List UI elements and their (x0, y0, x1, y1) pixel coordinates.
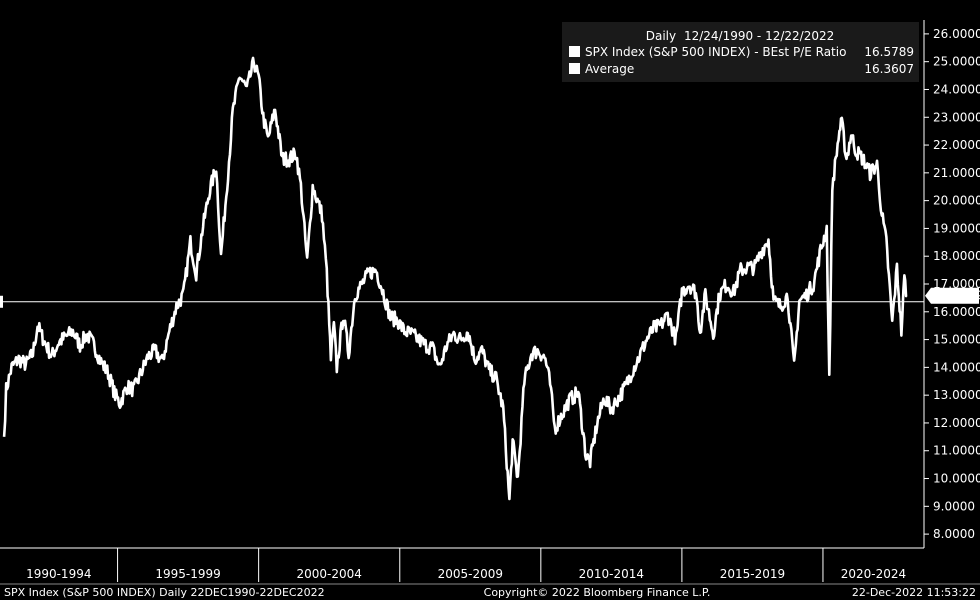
y-axis-ticks: 8.0000 9.0000 10.0000 11.0000 12.0000 13.0000… (924, 27, 980, 541)
legend-pe-value: 16.5789 (864, 45, 914, 59)
y-tick-label: 23.0000 (933, 110, 980, 124)
y-tick-label: 24.0000 (933, 82, 980, 96)
y-tick-label: 8.0000 (933, 527, 975, 541)
y-tick-label: 21.0000 (933, 166, 980, 180)
legend-average-name: Average (585, 62, 634, 76)
y-tick-label: 9.0000 (933, 499, 975, 513)
footer-copyright: Copyright© 2022 Bloomberg Finance L.P. (484, 586, 711, 599)
x-period-label: 2020-2024 (841, 567, 906, 581)
footer-left: SPX Index (S&P 500 INDEX) Daily 22DEC199… (4, 586, 325, 599)
y-tick-label: 22.0000 (933, 138, 980, 152)
y-tick-label: 19.0000 (933, 221, 980, 235)
y-tick-label: 25.0000 (933, 55, 980, 69)
legend-swatch-pe (569, 46, 580, 57)
legend-average-value: 16.3607 (864, 62, 914, 76)
y-tick-label: 12.0000 (933, 416, 980, 430)
last-value-marker-text: 16.5789 (933, 289, 980, 303)
y-tick-label: 20.0000 (933, 194, 980, 208)
legend: Daily 12/24/1990 - 12/22/2022 SPX Index … (562, 22, 919, 82)
last-value-marker-shape (925, 287, 979, 304)
x-axis-periods: 1990-1994 1995-1999 2000-2004 2005-2009 2010… (26, 548, 906, 582)
x-period-label: 2010-2014 (579, 567, 644, 581)
x-period-label: 1995-1999 (155, 567, 220, 581)
y-tick-label: 11.0000 (933, 444, 980, 458)
x-period-label: 2015-2019 (720, 567, 785, 581)
y-tick-label: 14.0000 (933, 360, 980, 374)
pe-ratio-series-line (2, 56, 908, 501)
y-tick-label: 26.0000 (933, 27, 980, 41)
legend-frequency: Daily (646, 29, 676, 43)
y-tick-label: 10.0000 (933, 472, 980, 486)
legend-swatch-average (569, 63, 580, 74)
legend-header: Daily 12/24/1990 - 12/22/2022 (646, 29, 835, 43)
legend-box (562, 22, 919, 82)
y-tick-label: 16.0000 (933, 305, 980, 319)
last-value-marker: 16.5789 (925, 287, 980, 304)
footer-timestamp: 22-Dec-2022 11:53:22 (852, 586, 976, 599)
legend-pe-name: SPX Index (S&P 500 INDEX) - BEst P/E Rat… (585, 45, 846, 59)
legend-date-range: 12/24/1990 - 12/22/2022 (684, 29, 834, 43)
x-period-label: 2005-2009 (438, 567, 503, 581)
average-left-marker (0, 295, 3, 308)
y-tick-label: 17.0000 (933, 277, 980, 291)
y-tick-label: 13.0000 (933, 388, 980, 402)
y-tick-label: 18.0000 (933, 249, 980, 263)
x-period-label: 1990-1994 (26, 567, 91, 581)
x-period-label: 2000-2004 (296, 567, 361, 581)
y-tick-label: 15.0000 (933, 333, 980, 347)
